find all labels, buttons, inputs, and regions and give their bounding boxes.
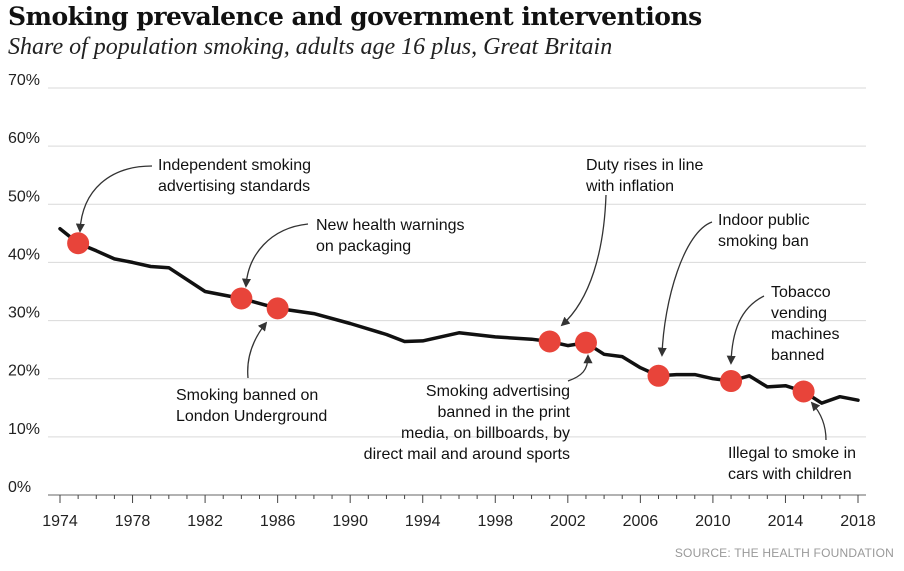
- event-marker: [792, 380, 815, 403]
- annotation-line: with inflation: [585, 178, 674, 195]
- annotation-line: Independent smoking: [158, 157, 311, 174]
- x-tick-label: 1994: [405, 513, 441, 530]
- x-tick-label: 1998: [477, 513, 513, 530]
- annotation-label: Tobacco vending machines banned: [771, 284, 839, 364]
- y-tick-label: 20%: [8, 363, 40, 380]
- annotation-line: machines: [771, 326, 839, 343]
- gridlines: [48, 87, 866, 438]
- event-marker: [574, 331, 597, 354]
- annotation-arrow: [241, 223, 309, 288]
- annotation-label: Duty rises in line with inflation: [585, 157, 703, 195]
- annotation-arrow: [726, 295, 765, 365]
- y-tick-label: 0%: [8, 479, 31, 496]
- x-tick-label: 2006: [623, 513, 659, 530]
- annotation-line: Duty rises in line: [586, 157, 703, 174]
- annotation-line: Illegal to smoke in: [728, 445, 856, 462]
- event-marker: [266, 297, 289, 320]
- y-tick-label: 70%: [8, 72, 40, 89]
- x-tick-label: 2002: [550, 513, 586, 530]
- x-tick-label: 1978: [115, 513, 151, 530]
- axes: 0% 10% 20% 30% 40% 50% 60% 70% 1974 1978 1982 1986 1…: [8, 72, 876, 530]
- annotation-line: banned: [771, 347, 824, 364]
- y-tick-label: 40%: [8, 246, 40, 263]
- annotation-line: cars with children: [728, 466, 852, 483]
- annotation-arrow: [560, 194, 607, 327]
- annotation-arrows: [75, 165, 827, 441]
- event-marker: [230, 287, 253, 310]
- annotation-label: Smoking advertising banned in the print me…: [364, 383, 571, 463]
- annotation-arrow: [247, 321, 268, 379]
- annotation-line: banned in the print: [437, 404, 570, 421]
- annotation-line: London Underground: [176, 408, 327, 425]
- annotation-line: advertising standards: [158, 178, 310, 195]
- event-markers: [67, 232, 815, 403]
- annotation-label: Independent smoking advertising standards: [158, 157, 311, 195]
- x-tick-label: 1986: [260, 513, 296, 530]
- annotation-line: Smoking advertising: [426, 383, 570, 400]
- x-tick-label: 1982: [187, 513, 223, 530]
- annotation-line: vending: [771, 305, 827, 322]
- event-marker: [720, 370, 743, 393]
- y-tick-label: 50%: [8, 188, 40, 205]
- annotation-line: on packaging: [316, 238, 411, 255]
- x-tick-label: 2014: [768, 513, 804, 530]
- event-marker: [647, 364, 670, 387]
- event-marker: [538, 330, 561, 353]
- annotation-line: Tobacco: [771, 284, 831, 301]
- annotation-line: Indoor public: [718, 212, 810, 229]
- x-tick-label: 2018: [840, 513, 876, 530]
- chart-title: Smoking prevalence and government interv…: [8, 2, 702, 31]
- y-tick-label: 30%: [8, 305, 40, 322]
- source-note: SOURCE: THE HEALTH FOUNDATION: [674, 546, 894, 560]
- annotation-line: media, on billboards, by: [401, 425, 570, 442]
- y-tick-label: 10%: [8, 421, 40, 438]
- annotation-arrow: [75, 165, 153, 233]
- chart-subtitle: Share of population smoking, adults age …: [8, 34, 613, 60]
- x-tick-label: 1990: [332, 513, 368, 530]
- annotation-arrow: [567, 354, 593, 382]
- annotation-label: Indoor public smoking ban: [718, 212, 810, 250]
- y-tick-label: 60%: [8, 130, 40, 147]
- annotation-line: smoking ban: [718, 233, 809, 250]
- event-marker: [67, 232, 90, 255]
- x-tick-label: 2010: [695, 513, 731, 530]
- annotation-line: Smoking banned on: [176, 387, 318, 404]
- annotation-line: New health warnings: [316, 217, 465, 234]
- x-tick-label: 1974: [42, 513, 78, 530]
- annotation-line: direct mail and around sports: [364, 446, 570, 463]
- annotation-arrow: [657, 221, 713, 357]
- annotation-label: Smoking banned on London Underground: [176, 387, 327, 425]
- annotation-label: Illegal to smoke in cars with children: [728, 445, 856, 483]
- annotation-arrow: [810, 401, 827, 441]
- annotation-labels: Independent smoking advertising standards…: [158, 157, 856, 483]
- annotation-label: New health warnings on packaging: [316, 217, 465, 255]
